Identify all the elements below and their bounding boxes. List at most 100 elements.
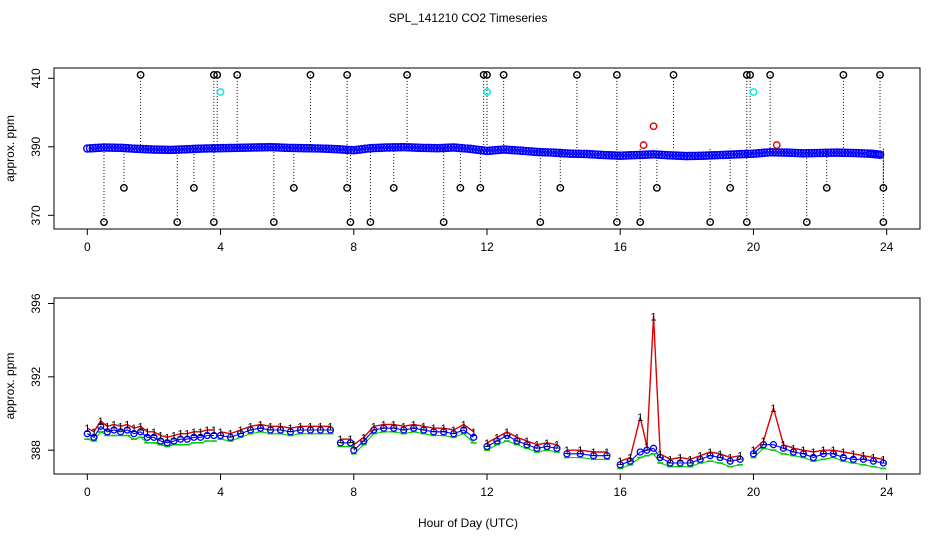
top-point-outliers-high	[213, 70, 222, 79]
top-point-main-interp	[257, 143, 267, 152]
top-point-main-interp	[810, 148, 819, 158]
bottom-marker-red: 1	[750, 445, 756, 457]
top-point-main-interp	[130, 144, 139, 153]
bottom-marker-red: 1	[554, 440, 560, 452]
top-point-main	[516, 146, 525, 155]
bottom-x-tick-label: 0	[84, 485, 91, 499]
top-point-outliers-low	[652, 183, 661, 192]
top-point-main-interp	[124, 144, 134, 153]
bottom-marker-red: 1	[604, 447, 610, 459]
bottom-marker-blue	[136, 428, 145, 436]
top-point-main-interp	[388, 143, 397, 152]
bottom-marker-blue	[849, 455, 858, 463]
top-point-main-interp	[688, 151, 697, 161]
top-x-tick-label: 20	[747, 240, 761, 254]
bottom-series-line-red	[86, 419, 214, 439]
x-axis-label: Hour of Day (UTC)	[418, 516, 518, 530]
top-point-main-interp	[674, 151, 683, 160]
top-point-main-interp	[624, 151, 633, 160]
top-point-main-interp	[610, 151, 619, 160]
bottom-marker-red: 1	[617, 456, 623, 468]
bottom-marker-blue	[143, 433, 151, 441]
top-point-main-interp	[174, 145, 184, 154]
bottom-marker-red: 1	[151, 427, 157, 439]
bottom-marker-red: 1	[421, 421, 427, 433]
bottom-marker-red: 1	[687, 454, 693, 466]
top-point-main-interp	[857, 148, 867, 158]
top-point-main-interp	[443, 143, 453, 153]
bottom-marker-blue	[749, 450, 758, 458]
top-point-main-interp	[840, 148, 850, 158]
top-point-main-interp	[324, 144, 334, 154]
bottom-marker-red: 1	[84, 423, 90, 435]
top-point-main	[299, 143, 309, 153]
top-point-main-interp	[88, 143, 98, 153]
top-point-main	[116, 143, 125, 153]
top-point-main-interp	[238, 143, 248, 153]
top-point-main-interp	[110, 143, 120, 153]
top-point-outliers-high	[499, 70, 508, 79]
top-point-outliers-high	[766, 70, 775, 79]
top-point-main-interp	[205, 144, 214, 153]
top-point-outliers-low	[636, 218, 645, 227]
top-point-main-interp	[274, 143, 284, 152]
bottom-marker-blue	[616, 461, 624, 469]
top-point-main-interp	[113, 143, 123, 153]
top-point-main-interp	[740, 149, 750, 159]
bottom-y-tick-label: 396	[29, 293, 43, 313]
top-point-main-interp	[704, 151, 714, 160]
top-point-main-interp	[768, 148, 778, 157]
bottom-marker-red: 1	[830, 445, 836, 457]
bottom-series-line-red	[220, 423, 331, 435]
top-point-main-interp	[296, 143, 306, 153]
top-point-main-interp	[560, 148, 570, 158]
top-point-outliers-low	[822, 183, 831, 192]
bottom-marker-red: 1	[111, 420, 117, 432]
top-point-main-interp	[194, 144, 203, 154]
top-point-main-interp	[305, 143, 314, 153]
bottom-marker-red: 1	[471, 427, 477, 439]
bottom-x-tick-label: 12	[480, 485, 494, 499]
bottom-marker-blue	[150, 433, 158, 441]
bottom-marker-red: 1	[178, 429, 184, 441]
top-point-main-interp	[307, 144, 317, 153]
bottom-marker-red: 1	[591, 447, 597, 459]
top-point-main	[532, 147, 542, 157]
top-point-main	[166, 145, 175, 155]
bottom-marker-red: 1	[287, 423, 293, 435]
bottom-marker-blue	[769, 441, 778, 449]
bottom-marker-red: 1	[351, 440, 357, 452]
top-point-main-interp	[280, 143, 289, 153]
top-point-main-interp	[155, 145, 164, 154]
top-point-outliers-high	[483, 70, 491, 79]
top-point-main-interp	[571, 149, 581, 159]
top-point-main	[382, 143, 392, 152]
top-point-main-interp	[602, 150, 611, 160]
bottom-series-line-red	[566, 449, 607, 453]
bottom-marker-red: 1	[650, 311, 656, 323]
top-point-main	[782, 148, 792, 157]
bottom-marker-red: 1	[411, 420, 417, 432]
bottom-marker-red: 1	[850, 449, 856, 461]
top-point-main-interp	[127, 144, 137, 153]
bottom-marker-blue	[130, 430, 138, 438]
bottom-x-tick-label: 8	[350, 485, 357, 499]
bottom-marker-red: 1	[217, 427, 223, 439]
top-point-main-interp	[757, 148, 767, 158]
top-point-main-interp	[640, 150, 650, 159]
top-point-main-interp	[421, 143, 431, 153]
bottom-marker-red: 1	[104, 421, 110, 433]
top-point-main-interp	[579, 149, 589, 159]
top-point-main-interp	[188, 144, 198, 154]
top-point-main-interp	[491, 145, 500, 155]
top-point-outliers-low	[726, 183, 735, 192]
bottom-marker-red: 1	[667, 454, 673, 466]
top-point-main-interp	[105, 143, 114, 152]
top-point-main-interp	[438, 143, 447, 153]
top-point-main-interp	[760, 148, 769, 158]
bottom-marker-red: 1	[780, 440, 786, 452]
top-point-main-interp	[568, 149, 578, 158]
top-point-main-interp	[291, 143, 300, 153]
bottom-x-tick-label: 16	[614, 485, 628, 499]
bottom-x-tick-label: 24	[880, 485, 894, 499]
